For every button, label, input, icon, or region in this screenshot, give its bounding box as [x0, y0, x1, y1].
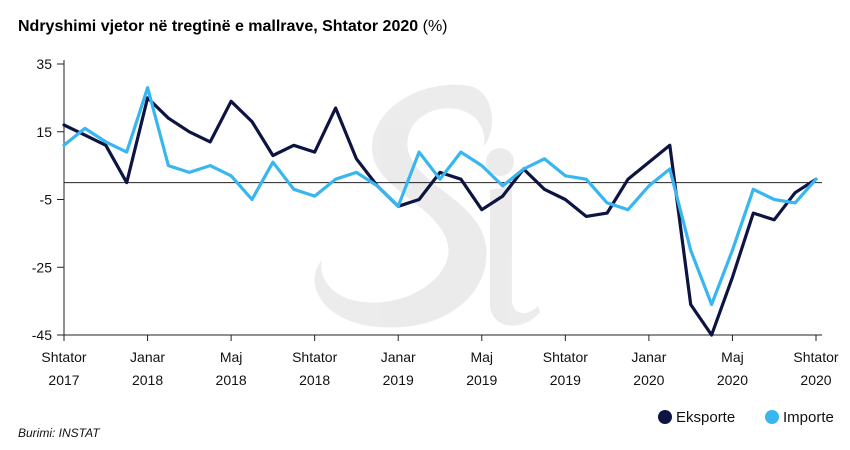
watermark-logo [314, 84, 540, 328]
x-tick-label: Shtator [543, 349, 588, 365]
series-layer [62, 86, 818, 337]
x-tick-label: 2018 [299, 372, 330, 388]
chart-title: Ndryshimi vjetor në tregtinë e mallrave,… [18, 18, 448, 35]
x-tick-label: Shtator [793, 349, 838, 365]
chart-title-unit: (%) [423, 18, 448, 35]
y-tick-label: -45 [32, 327, 52, 343]
y-tick-label: -5 [40, 192, 53, 208]
x-tick-label: 2017 [48, 372, 79, 388]
x-tick-label: 2018 [216, 372, 247, 388]
y-tick-label: 15 [36, 124, 52, 140]
x-tick-label: Janar [130, 349, 165, 365]
x-tick-label: 2020 [800, 372, 831, 388]
x-tick-label: 2020 [717, 372, 748, 388]
legend-label-eksporte: Eksporte [676, 409, 735, 426]
x-tick-label: 2020 [633, 372, 664, 388]
series-line-eksporte [62, 96, 818, 337]
x-tick-label: Maj [470, 349, 493, 365]
x-tick-label: Shtator [292, 349, 337, 365]
x-tick-label: Janar [631, 349, 666, 365]
legend: Eksporte Importe [658, 409, 834, 426]
x-tick-label: Janar [381, 349, 416, 365]
y-tick-label: 35 [36, 56, 52, 72]
legend-marker-eksporte [658, 410, 672, 424]
legend-marker-importe [765, 410, 779, 424]
legend-label-importe: Importe [783, 409, 834, 426]
series-line-importe [62, 86, 818, 307]
x-tick-label: 2019 [466, 372, 497, 388]
axes: 35 15 -5 -25 -45 Shtator 2017 Janar 2018 Maj 2018 S… [32, 56, 839, 388]
x-tick-label: 2019 [550, 372, 581, 388]
chart-title-main: Ndryshimi vjetor në tregtinë e mallrave,… [18, 18, 418, 35]
x-tick-label: Maj [220, 349, 243, 365]
x-tick-label: Shtator [41, 349, 86, 365]
x-tick-label: 2018 [132, 372, 163, 388]
x-tick-label: 2019 [383, 372, 414, 388]
y-tick-label: -25 [32, 259, 52, 275]
source-note: Burimi: INSTAT [18, 426, 101, 440]
x-tick-label: Maj [721, 349, 744, 365]
